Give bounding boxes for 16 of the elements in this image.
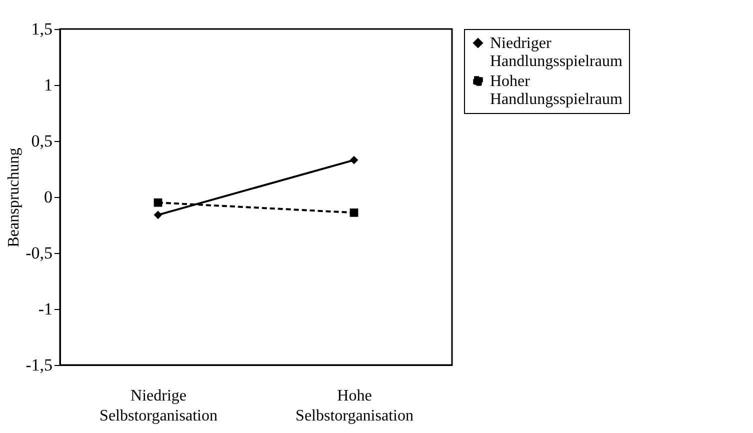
legend-label: Niedriger Handlungsspielraum <box>490 35 623 70</box>
point <box>154 210 162 220</box>
x-tick-label: Niedrige Selbstorganisation <box>100 388 218 424</box>
point <box>350 156 358 164</box>
y-tick-label: -1 <box>38 300 52 318</box>
x-tick-label: Hohe Selbstorganisation <box>296 388 414 424</box>
legend-label: Hoher Handlungsspielraum <box>490 73 623 108</box>
y-tick-label: -0,5 <box>26 244 52 262</box>
point <box>350 208 358 217</box>
y-axis-title: Beanspruchung <box>6 148 23 248</box>
y-tick-label: -1,5 <box>26 356 52 374</box>
point <box>154 198 162 207</box>
y-tick-label: 1,5 <box>31 20 52 38</box>
y-tick-label: 0,5 <box>31 132 52 150</box>
y-tick-label: 1 <box>44 76 52 94</box>
y-tick-label: 0 <box>44 188 52 206</box>
